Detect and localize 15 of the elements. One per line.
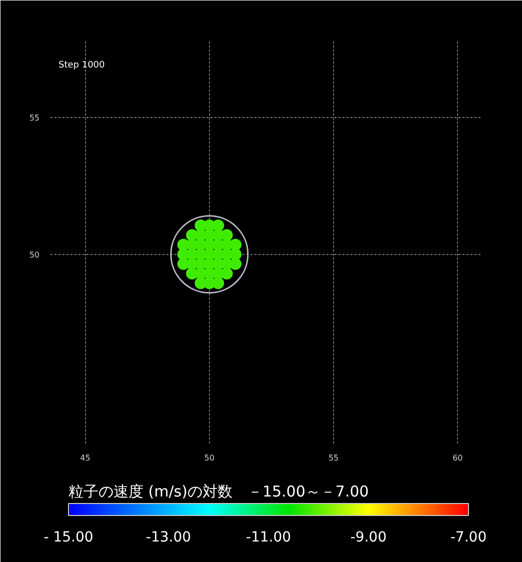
annotation: Step 1000 (58, 60, 106, 70)
color-bar-label: -13.00 (146, 530, 192, 546)
color-bar-label: -11.00 (246, 530, 292, 546)
x-tick-label: 50 (204, 454, 214, 462)
color-bar-label: - 15.00 (44, 530, 94, 546)
point (212, 220, 224, 232)
point (212, 277, 224, 290)
color-bar-label: -7.00 (450, 530, 487, 546)
x-tick-label: 45 (80, 454, 90, 462)
point (220, 268, 233, 280)
x-tick-label: 60 (452, 454, 463, 462)
color-bar-title: 粒子の速度 (m/s)の対数 －15.00～－7.00 (68, 482, 369, 500)
color-bar-label: -9.00 (350, 530, 387, 546)
x-tick-label: 55 (328, 454, 339, 462)
point (220, 229, 233, 242)
